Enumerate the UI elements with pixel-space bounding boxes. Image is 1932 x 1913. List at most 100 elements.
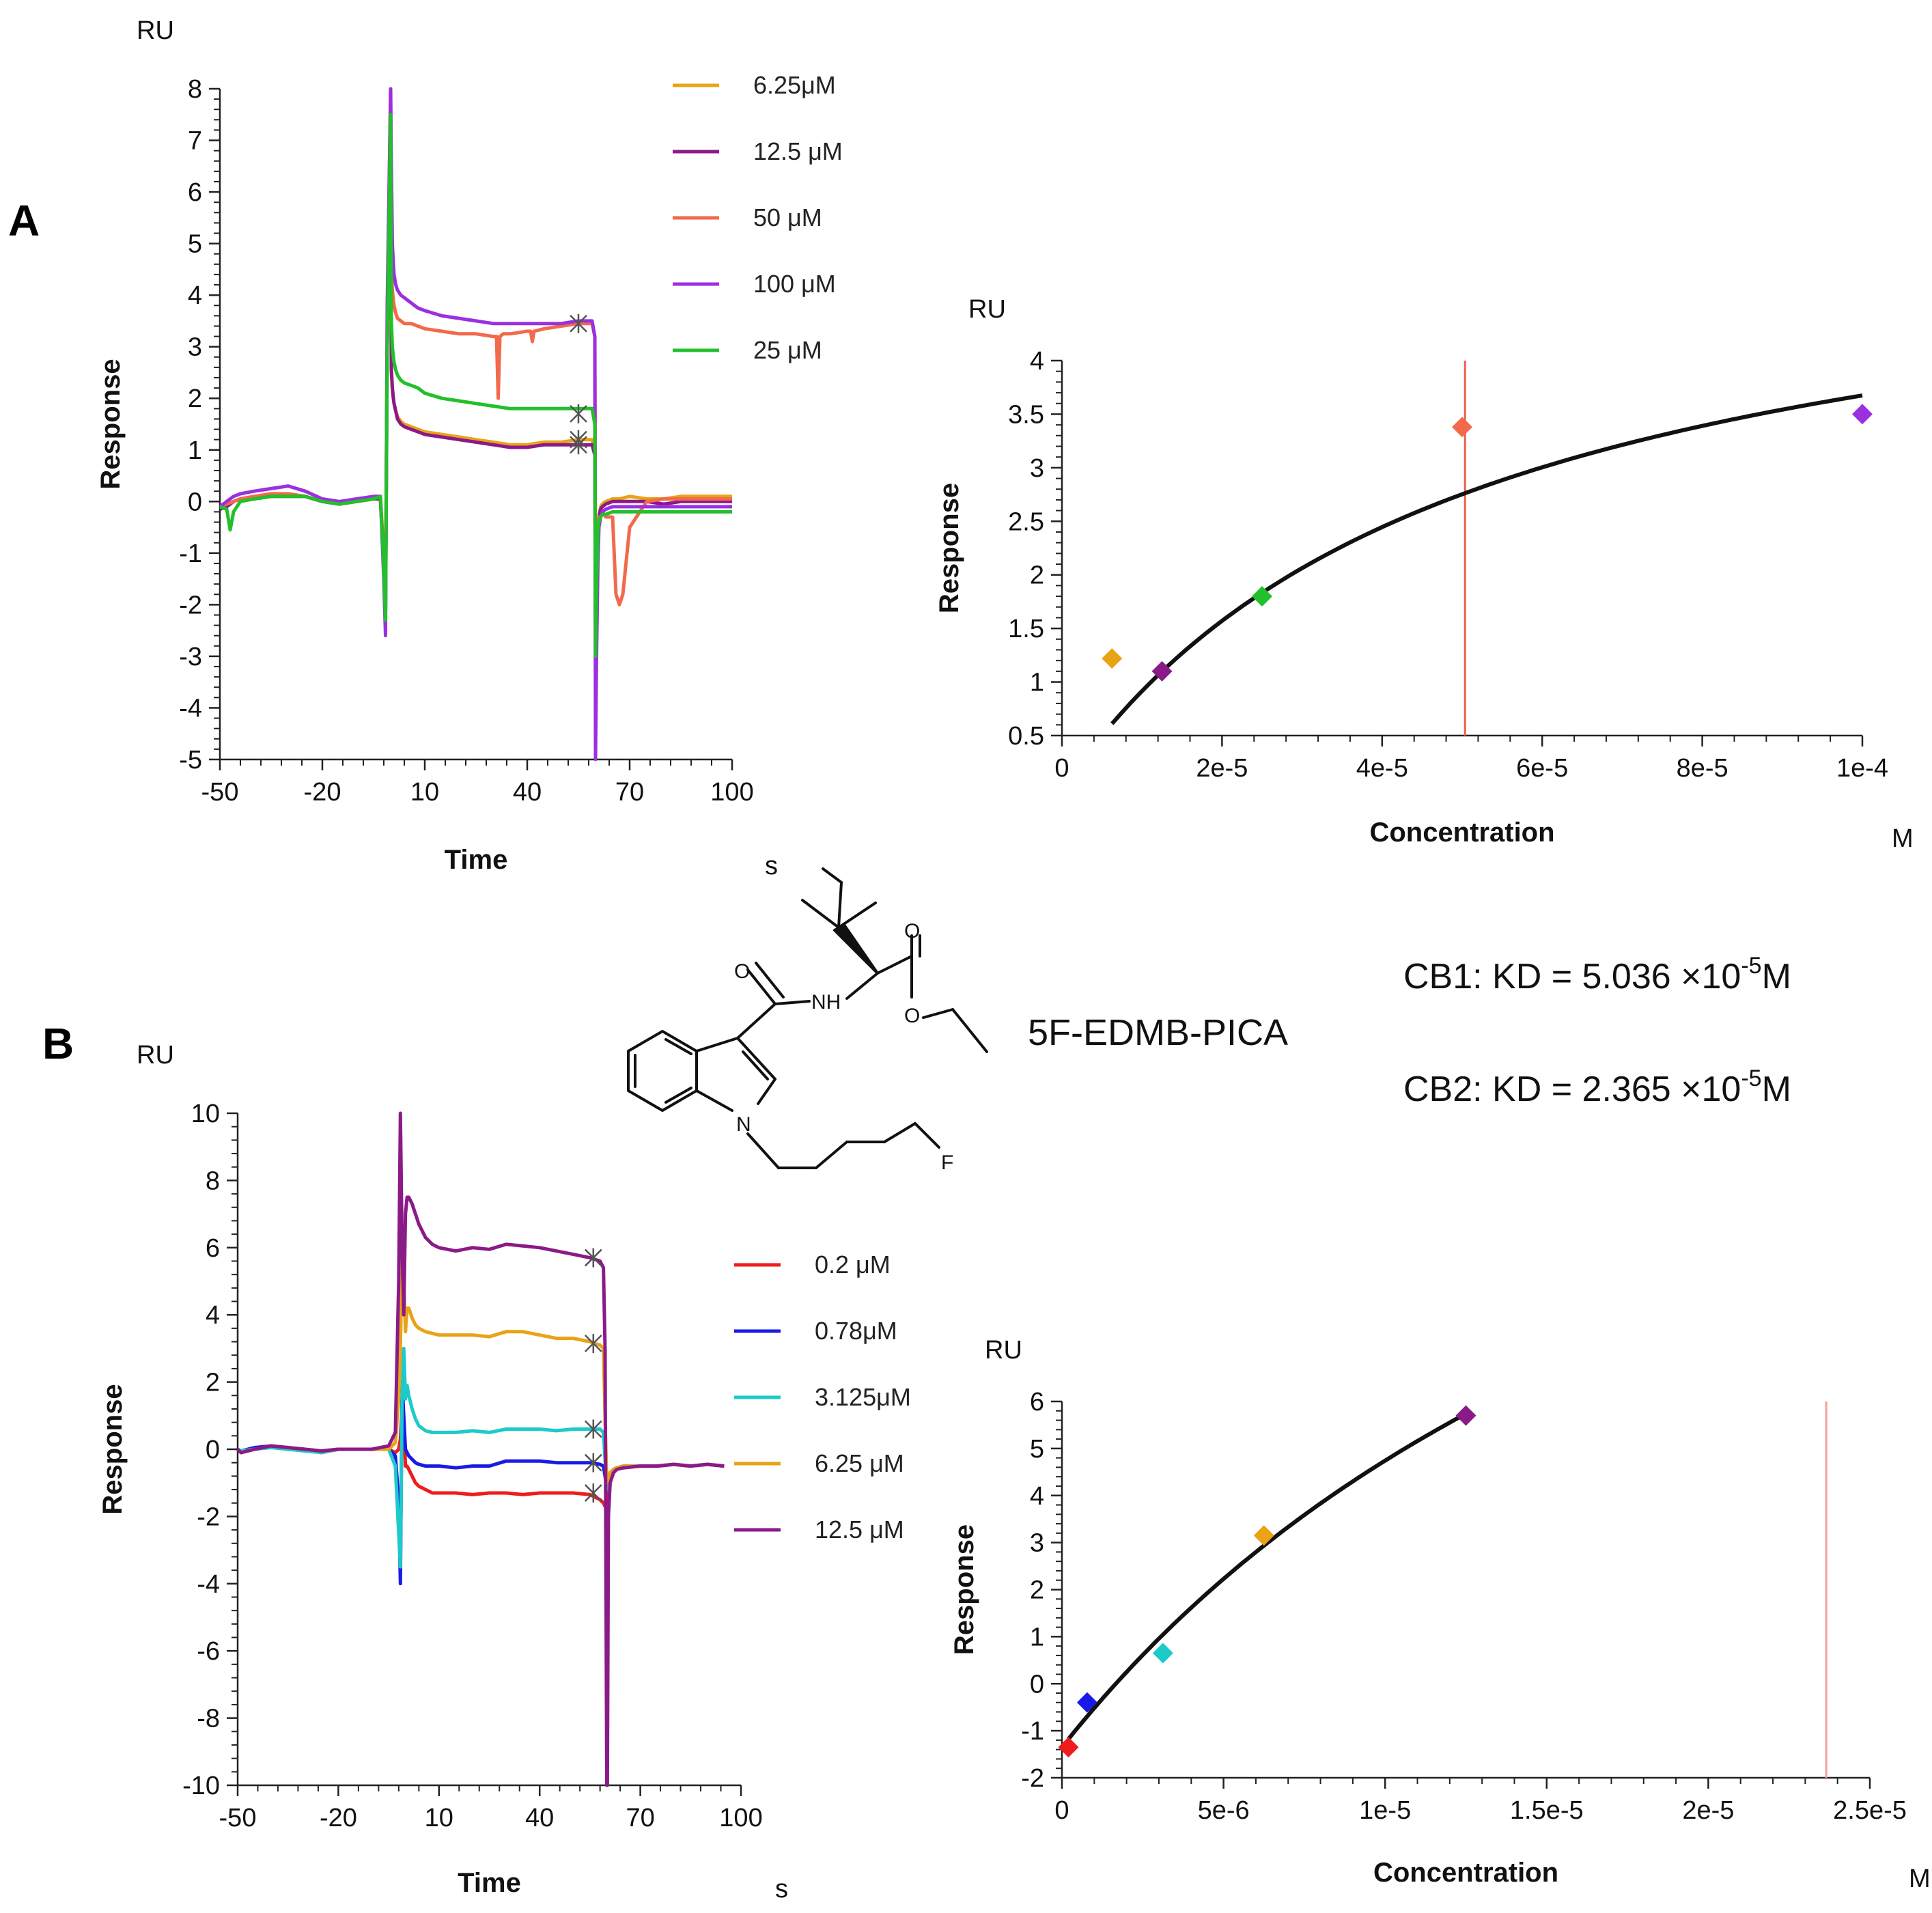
x-tick-label: -50 — [201, 778, 239, 807]
data-point — [1452, 417, 1472, 438]
x-unit-label: M — [1892, 824, 1914, 853]
y-tick-label: -5 — [179, 746, 202, 774]
x-tick-label: 8e-5 — [1677, 754, 1728, 783]
x-axis-title: Concentration — [1369, 818, 1554, 848]
atom-o-ester: O — [904, 1005, 920, 1027]
y-tick-label: 8 — [206, 1167, 220, 1195]
report-point-marker — [584, 1453, 602, 1472]
x-tick-label: 10 — [425, 1804, 453, 1832]
bond — [695, 1037, 739, 1052]
bond — [746, 1132, 780, 1169]
report-point-marker — [570, 313, 587, 333]
y-tick-label: -6 — [197, 1637, 220, 1666]
series-line-2 — [219, 113, 732, 632]
x-tick-label: 0 — [1054, 1796, 1069, 1825]
y-tick-label: 2 — [206, 1369, 220, 1397]
x-tick-label: 40 — [525, 1804, 554, 1832]
kd-cb2-prefix: CB2: KD = 2.365 ×10 — [1403, 1070, 1741, 1109]
y-tick-label: 4 — [206, 1301, 220, 1330]
y-tick-label: 10 — [191, 1100, 220, 1128]
x-tick-label: 2e-5 — [1682, 1796, 1734, 1825]
chemical-structure — [627, 867, 988, 1169]
bond — [757, 1078, 776, 1105]
data-point — [1102, 648, 1123, 669]
legend-label: 12.5 μM — [815, 1516, 904, 1544]
bond — [736, 1003, 776, 1039]
y-tick-label: -1 — [1021, 1717, 1044, 1746]
wedge-bond — [833, 923, 879, 975]
panel-label-b: B — [42, 1019, 74, 1068]
x-tick-label: -20 — [320, 1804, 357, 1832]
data-point — [1076, 1692, 1097, 1713]
bond — [801, 899, 840, 929]
legend-label: 0.2 μM — [815, 1251, 891, 1279]
y-tick-label: -10 — [182, 1772, 220, 1800]
series-line-4 — [219, 87, 732, 762]
x-tick-label: 100 — [719, 1804, 762, 1832]
x-tick-label: 2.5e-5 — [1833, 1796, 1907, 1825]
atom-o-amide: O — [734, 960, 750, 983]
legend-label: 3.125μM — [815, 1383, 911, 1411]
y-tick-label: 7 — [188, 127, 202, 156]
x-tick-label: 70 — [615, 778, 644, 807]
x-tick-label: 2e-5 — [1196, 754, 1248, 783]
y-tick-label: 0 — [188, 488, 202, 516]
legend-label: 50 μM — [753, 204, 822, 232]
y-axis-title: Response — [96, 359, 126, 489]
bond — [837, 881, 843, 929]
bond — [951, 1008, 988, 1053]
y-tick-label: 3.5 — [1008, 400, 1044, 429]
x-tick-label: 0 — [1054, 754, 1069, 783]
x-tick-label: 40 — [513, 778, 542, 807]
benzene-ring — [627, 1030, 698, 1112]
x-tick-label: 5e-6 — [1198, 1796, 1250, 1825]
report-point-marker — [584, 1419, 602, 1439]
y-tick-label: -2 — [179, 591, 202, 619]
y-tick-label: -8 — [197, 1705, 220, 1733]
data-point — [1252, 586, 1272, 607]
bond — [695, 1089, 733, 1112]
data-point — [1152, 1643, 1173, 1664]
x-tick-label: 70 — [626, 1804, 654, 1832]
y-tick-label: 3 — [1030, 454, 1044, 483]
atom-o-carbonyl: O — [904, 920, 920, 942]
y-tick-label: 2 — [188, 385, 202, 413]
report-point-marker — [570, 435, 587, 455]
x-unit-label: s — [765, 852, 778, 880]
legend-label: 6.25 μM — [815, 1449, 904, 1477]
y-tick-label: 6 — [1030, 1388, 1044, 1416]
data-point — [1455, 1405, 1476, 1426]
data-point — [1151, 660, 1173, 682]
atom-n-indole: N — [736, 1113, 751, 1136]
y-tick-label: 4 — [1030, 1482, 1044, 1511]
bond — [914, 1122, 940, 1149]
bond — [876, 955, 913, 975]
y-tick-label: 8 — [188, 75, 202, 104]
kd-cb1: CB1: KD = 5.036 ×10-5M — [1403, 953, 1791, 996]
kd-cb2: CB2: KD = 2.365 ×10-5M — [1403, 1065, 1791, 1109]
kd-cb2-suffix: M — [1762, 1070, 1791, 1109]
compound-name: 5F-EDMB-PICA — [1028, 1012, 1288, 1053]
y-tick-label: -2 — [1021, 1764, 1044, 1793]
benzene-double-bond — [664, 1087, 692, 1104]
y-tick-label: 4 — [1030, 347, 1044, 376]
kd-cb1-exponent: -5 — [1741, 953, 1761, 979]
y-axis-title: Response — [98, 1384, 128, 1514]
kd-cb2-exponent: -5 — [1741, 1065, 1761, 1091]
report-point-marker — [570, 404, 587, 423]
bond — [815, 1141, 848, 1169]
report-point-marker — [584, 1248, 602, 1268]
bond — [736, 1037, 776, 1080]
y-axis-title: Response — [949, 1524, 979, 1655]
x-unit-label: M — [1909, 1865, 1931, 1893]
series-line-5 — [236, 1111, 725, 1787]
x-axis-title: Time — [458, 1868, 521, 1898]
kd-cb1-prefix: CB1: KD = 5.036 ×10 — [1403, 957, 1741, 996]
y-tick-label: -4 — [179, 694, 202, 723]
bond — [774, 1000, 811, 1005]
legend-label: 0.78μM — [815, 1317, 897, 1345]
y-tick-label: 5 — [188, 230, 202, 259]
x-unit-label: s — [775, 1875, 788, 1903]
y-unit-label: RU — [985, 1336, 1022, 1365]
